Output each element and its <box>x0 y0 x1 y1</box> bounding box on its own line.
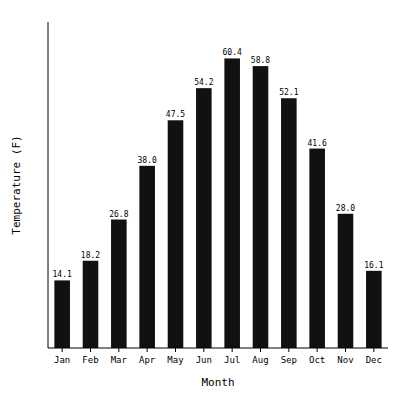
bar <box>54 280 70 348</box>
x-tick-label: Jul <box>224 355 240 365</box>
x-tick-label: Sep <box>281 355 297 365</box>
bar <box>168 120 184 348</box>
bar <box>83 261 99 348</box>
chart: 14.1 18.2 26.8 38.0 47.5 54.2 60.4 58.8 52.1 41.6… <box>0 0 400 400</box>
x-tick <box>62 348 63 352</box>
data-label: 60.4 <box>223 48 242 57</box>
data-label: 54.2 <box>194 78 213 87</box>
x-tick <box>175 348 176 352</box>
x-tick-label: Feb <box>82 355 98 365</box>
bar <box>139 166 155 348</box>
x-tick <box>147 348 148 352</box>
x-tick <box>90 348 91 352</box>
x-axis-line <box>48 348 388 349</box>
bars <box>54 58 381 348</box>
bar <box>224 58 240 348</box>
x-tick-label: Dec <box>366 355 382 365</box>
x-tick-label: Mar <box>111 355 128 365</box>
x-tick-label: May <box>167 355 184 365</box>
data-label: 41.6 <box>308 139 327 148</box>
x-tick-label: Jan <box>54 355 70 365</box>
bar <box>111 220 127 348</box>
x-tick-label: Oct <box>309 355 325 365</box>
x-tick <box>373 348 374 352</box>
bar <box>196 88 212 348</box>
bar <box>309 149 325 348</box>
x-tick <box>317 348 318 352</box>
data-label: 38.0 <box>138 156 157 165</box>
data-label: 16.1 <box>364 261 383 270</box>
chart-container: 14.1 18.2 26.8 38.0 47.5 54.2 60.4 58.8 52.1 41.6… <box>0 0 400 400</box>
x-tick <box>345 348 346 352</box>
data-label: 26.8 <box>109 210 128 219</box>
data-label: 18.2 <box>81 251 100 260</box>
x-axis-label: Month <box>201 376 234 389</box>
x-tick <box>118 348 119 352</box>
data-label: 28.0 <box>336 204 355 213</box>
y-axis-label: Temperature (F) <box>10 135 23 234</box>
x-tick <box>232 348 233 352</box>
x-tick-label: Jun <box>196 355 212 365</box>
x-tick <box>260 348 261 352</box>
data-label: 58.8 <box>251 56 270 65</box>
y-axis-line <box>48 22 49 348</box>
x-tick-label: Apr <box>139 355 156 365</box>
x-tick-label: Nov <box>337 355 353 365</box>
x-tick <box>288 348 289 352</box>
bar <box>253 66 269 348</box>
data-label: 52.1 <box>279 88 298 97</box>
bar <box>281 98 297 348</box>
data-label: 14.1 <box>53 270 72 279</box>
data-label: 47.5 <box>166 110 185 119</box>
bar <box>338 214 354 348</box>
bar <box>366 271 382 348</box>
x-tick <box>203 348 204 352</box>
x-tick-label: Aug <box>252 355 268 365</box>
